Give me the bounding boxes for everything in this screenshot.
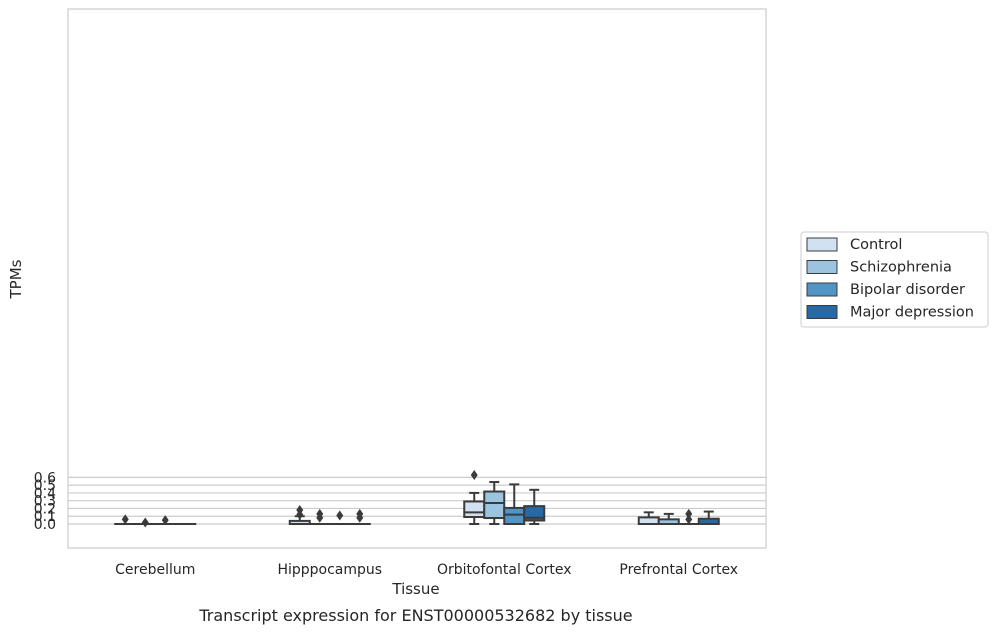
box-group — [697, 510, 720, 525]
outlier-point — [685, 514, 693, 525]
box-group — [463, 470, 486, 525]
legend-label: Schizophrenia — [850, 260, 952, 276]
legend-swatch — [806, 305, 838, 319]
y-tick-label: 0.2 — [34, 501, 56, 517]
chart-caption: Transcript expression for ENST0000053268… — [198, 606, 632, 625]
box-group — [288, 505, 311, 526]
y-tick-label: 0.5 — [34, 478, 56, 494]
x-axis-title: Tissue — [391, 580, 439, 598]
outlier-point — [316, 508, 324, 519]
box-group — [328, 510, 351, 526]
box-group — [483, 481, 506, 525]
plot-frame — [67, 8, 767, 549]
outlier-point — [141, 517, 149, 528]
legend-swatch — [806, 260, 838, 274]
box-group — [134, 517, 157, 528]
legend-label: Bipolar disorder — [850, 282, 965, 298]
boxes — [114, 470, 720, 528]
outlier-point — [356, 508, 364, 519]
x-tick-labels: Cerebellum Hipppocampus Orbitofontal Corte… — [115, 562, 738, 578]
legend-swatch — [806, 282, 838, 297]
box — [483, 490, 506, 520]
legend-frame — [800, 231, 989, 328]
box-group — [637, 511, 660, 526]
outlier-point — [470, 470, 478, 481]
y-tick-label: 0.1 — [34, 509, 56, 525]
y-gridlines — [68, 476, 766, 525]
box-group — [523, 488, 546, 525]
y-axis-title: TPMs — [7, 259, 25, 299]
y-tick-label: 0.3 — [34, 494, 56, 510]
y-tick-labels: 0.00.10.20.30.40.50.6 — [34, 470, 56, 533]
x-tick-label: Prefrontal Cortex — [619, 562, 738, 578]
outlier-point — [296, 505, 304, 516]
outlier-point — [336, 510, 344, 521]
y-tick-label: 0.6 — [34, 470, 56, 486]
legend-label: Major depression — [850, 305, 974, 321]
x-tick-label: Cerebellum — [115, 562, 195, 578]
box — [503, 506, 526, 526]
box-group — [503, 483, 526, 526]
box-group — [348, 508, 371, 526]
outlier-point — [685, 508, 693, 519]
y-tick-label: 0.4 — [34, 486, 56, 502]
box-group — [308, 508, 331, 526]
box — [463, 500, 486, 519]
outlier-point — [121, 514, 129, 525]
x-tick-label: Hipppocampus — [277, 562, 382, 578]
legend: Control Schizophrenia Bipolar disorder Majo… — [800, 231, 989, 328]
x-tick-label: Orbitofontal Cortex — [437, 562, 572, 578]
legend-label: Control — [850, 237, 902, 253]
legend-swatch — [806, 237, 838, 252]
y-tick-label: 0.0 — [34, 517, 56, 533]
outlier-point — [161, 515, 169, 526]
box-group — [657, 512, 680, 526]
